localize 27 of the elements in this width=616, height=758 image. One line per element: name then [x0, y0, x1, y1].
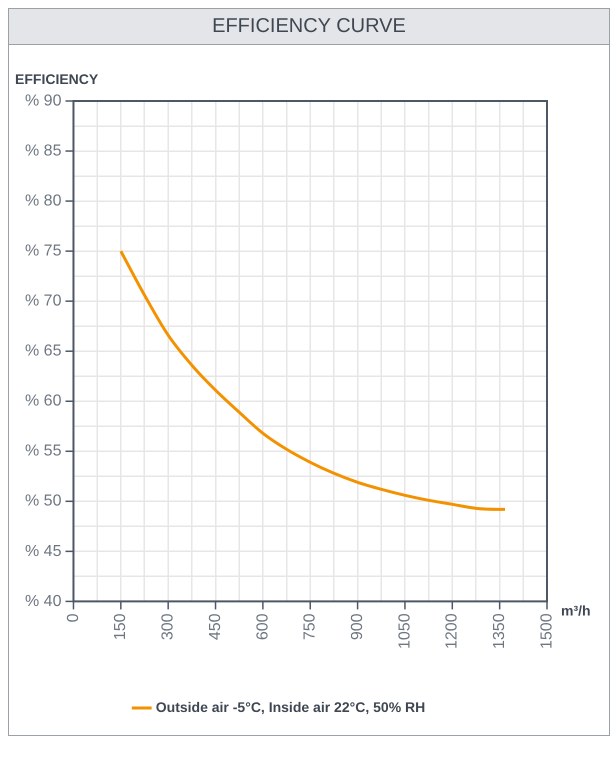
y-tick-label: % 65 — [25, 342, 62, 360]
x-tick-label: 600 — [254, 613, 272, 640]
y-tick-label: % 85 — [25, 142, 62, 160]
chart-title: EFFICIENCY CURVE — [9, 8, 609, 45]
y-axis-title: EFFICIENCY — [15, 70, 99, 87]
y-tick-label: % 70 — [25, 292, 62, 310]
x-tick-label: 750 — [302, 613, 319, 640]
y-tick-label: % 60 — [25, 392, 62, 410]
y-tick-label: % 80 — [25, 192, 62, 210]
y-tick-label: % 40 — [25, 592, 62, 610]
x-tick-label: 0 — [64, 613, 82, 622]
line-series — [119, 250, 507, 511]
legend-label: Outside air -5°C, Inside air 22°C, 50% RH — [156, 698, 426, 715]
y-tick-label: % 50 — [25, 492, 62, 510]
x-axis-title: m³/h — [561, 602, 591, 618]
y-tick-label: % 55 — [25, 442, 62, 460]
x-tick-label: 1500 — [538, 613, 556, 649]
x-tick-label: 150 — [112, 613, 130, 640]
x-tick-label: 450 — [206, 613, 224, 640]
x-tick-label: 1350 — [491, 613, 508, 649]
x-tick-label: 1050 — [396, 613, 414, 649]
y-tick-label: % 75 — [25, 242, 62, 260]
x-tick-label: 300 — [160, 613, 177, 640]
x-tick-label: 1200 — [444, 613, 461, 649]
x-tick-label: 900 — [348, 613, 366, 640]
y-tick-label: % 45 — [25, 542, 62, 560]
y-tick-label: % 90 — [25, 92, 62, 110]
